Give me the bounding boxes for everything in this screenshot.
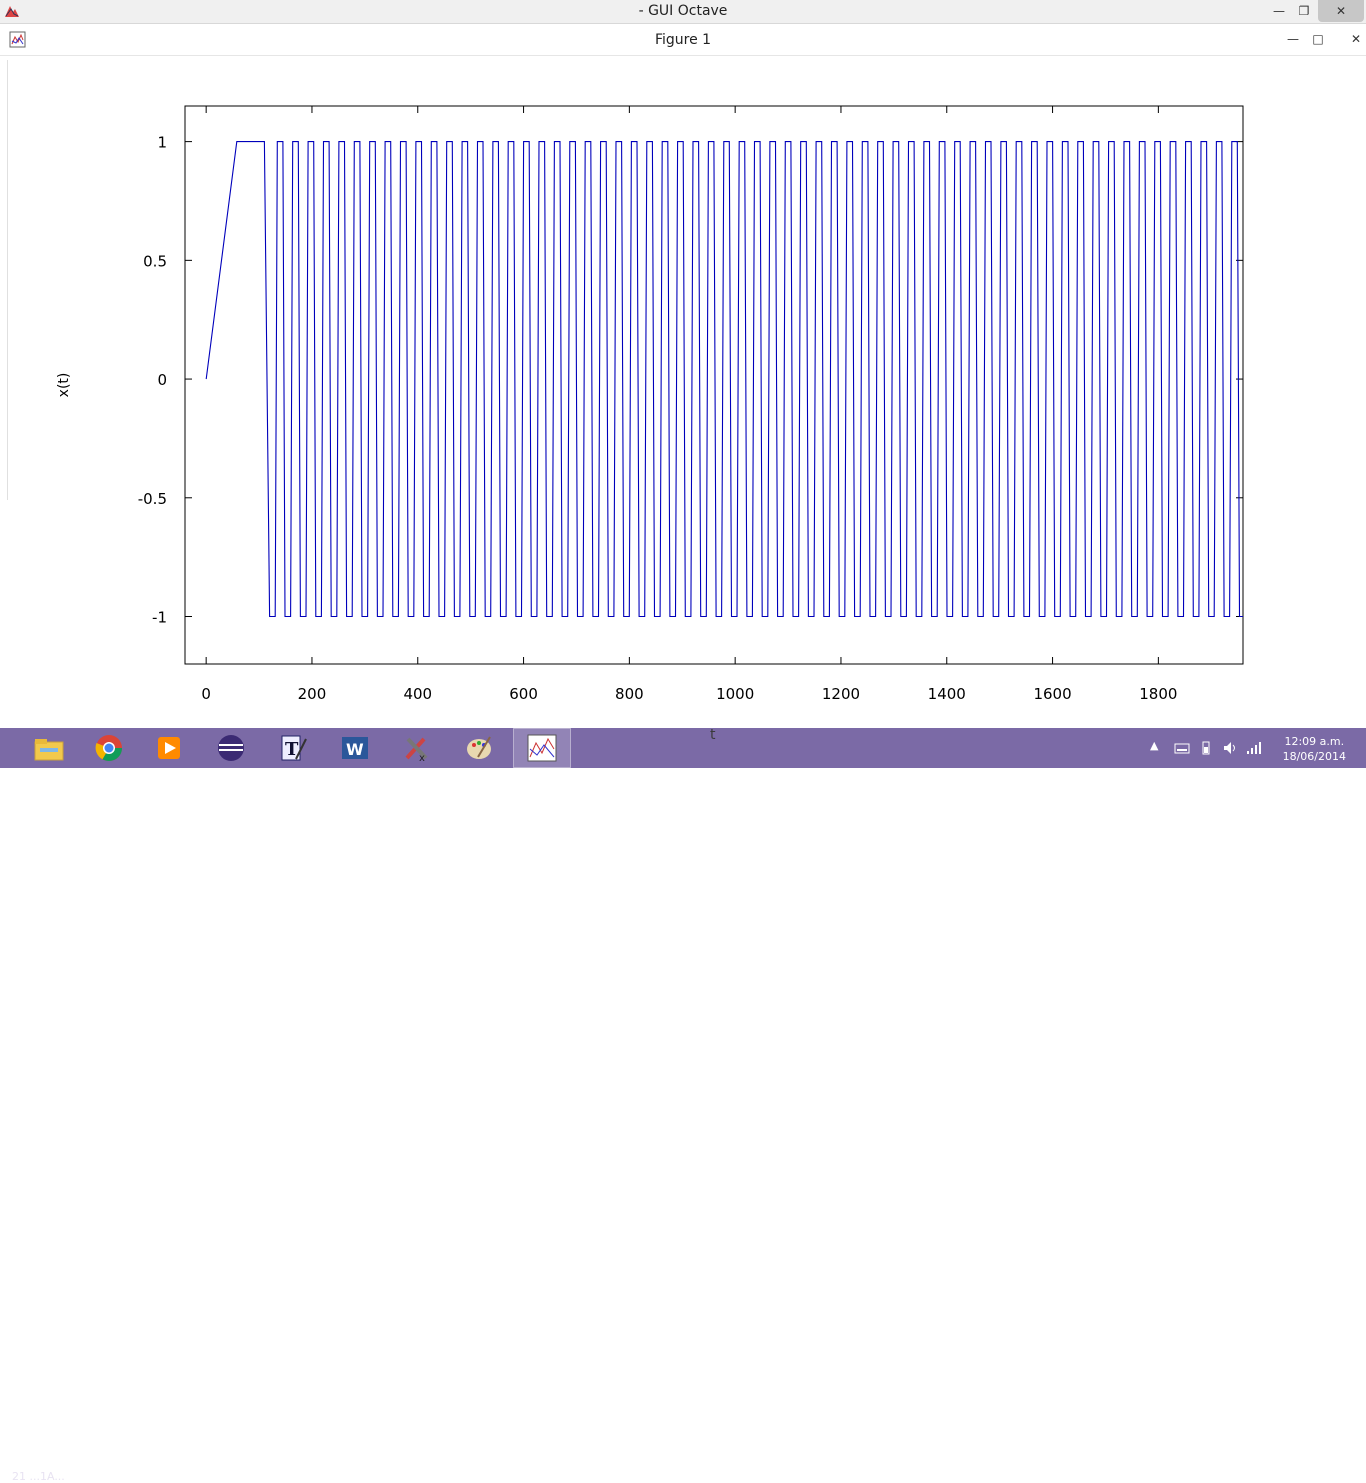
word-icon: W: [342, 737, 368, 759]
x-tick-label: 1400: [928, 685, 966, 703]
media-player-icon: [158, 737, 180, 759]
left-divider: [7, 60, 8, 500]
x-tick-label: 1600: [1033, 685, 1071, 703]
svg-text:x: x: [419, 753, 425, 763]
taskbar: 21 ...1A... T: [0, 728, 1366, 1483]
clock-date: 18/06/2014: [1282, 750, 1346, 763]
palette-icon: [467, 736, 491, 759]
tex-icon: T: [281, 735, 307, 761]
signal-line: [205, 141, 1243, 618]
figure-close-button[interactable]: ✕: [1350, 32, 1362, 46]
figure-titlebar: Figure 1 — □ ✕: [0, 24, 1366, 56]
network-icon[interactable]: [1246, 740, 1262, 756]
figure-minimize-button[interactable]: —: [1287, 32, 1299, 46]
x-tick-label: 800: [615, 685, 644, 703]
plot-icon: [527, 734, 557, 762]
x-axis-label: t: [710, 727, 716, 743]
chrome-button[interactable]: [80, 728, 138, 768]
keyboard-icon[interactable]: [1174, 740, 1190, 756]
clock-time: 12:09 a.m.: [1284, 735, 1345, 748]
close-button[interactable]: ✕: [1318, 0, 1364, 22]
figure-title: Figure 1: [654, 32, 712, 48]
outer-titlebar: - GUI Octave — ❐ ✕: [0, 0, 1366, 24]
eclipse-icon: [218, 735, 244, 761]
minimize-button[interactable]: —: [1273, 4, 1285, 18]
x-tick-label: 1200: [822, 685, 860, 703]
settings-tool-button[interactable]: x: [388, 728, 446, 768]
svg-text:T: T: [285, 739, 299, 760]
paint-button[interactable]: [450, 728, 508, 768]
x-tick-label: 0: [201, 685, 211, 703]
folder-icon: [34, 739, 64, 761]
y-tick-label: -0.5: [138, 490, 167, 508]
battery-icon[interactable]: [1198, 740, 1214, 756]
plot-frame: [184, 105, 1244, 665]
svg-text:W: W: [346, 740, 364, 759]
eclipse-button[interactable]: [202, 728, 260, 768]
show-hidden-icons-icon[interactable]: ▲: [1150, 739, 1159, 752]
x-tick-label: 600: [509, 685, 538, 703]
y-tick-label: -1: [152, 609, 167, 627]
figure-icon[interactable]: [9, 31, 26, 48]
y-tick-label: 0: [157, 371, 167, 389]
chrome-icon: [95, 735, 123, 762]
window-title: - GUI Octave: [638, 3, 728, 19]
tools-icon: x: [405, 737, 428, 763]
volume-icon[interactable]: [1222, 740, 1238, 756]
media-player-button[interactable]: [140, 728, 198, 768]
file-explorer-button[interactable]: [20, 728, 78, 768]
octave-figure-taskbar-button[interactable]: [513, 728, 571, 768]
y-tick-label: 1: [157, 134, 167, 152]
y-tick-label: 0.5: [143, 252, 167, 270]
texmaker-button[interactable]: T: [264, 728, 322, 768]
plot-canvas[interactable]: 0 200 400 600 800 1000 1200 1400 1600 1800 -1 -0.5 0…: [0, 56, 1366, 728]
clock[interactable]: 12:09 a.m. 18/06/2014: [1283, 734, 1346, 764]
restore-button[interactable]: ❐: [1298, 4, 1310, 18]
y-axis-label: x(t): [56, 373, 72, 398]
x-tick-label: 1000: [716, 685, 754, 703]
figure-maximize-button[interactable]: □: [1312, 32, 1324, 46]
ghost-text: 21 ...1A...: [12, 1470, 65, 1483]
x-tick-label: 200: [298, 685, 327, 703]
word-button[interactable]: W: [326, 728, 384, 768]
octave-app-icon[interactable]: [4, 3, 20, 19]
x-tick-label: 400: [403, 685, 432, 703]
x-tick-label: 1800: [1139, 685, 1177, 703]
